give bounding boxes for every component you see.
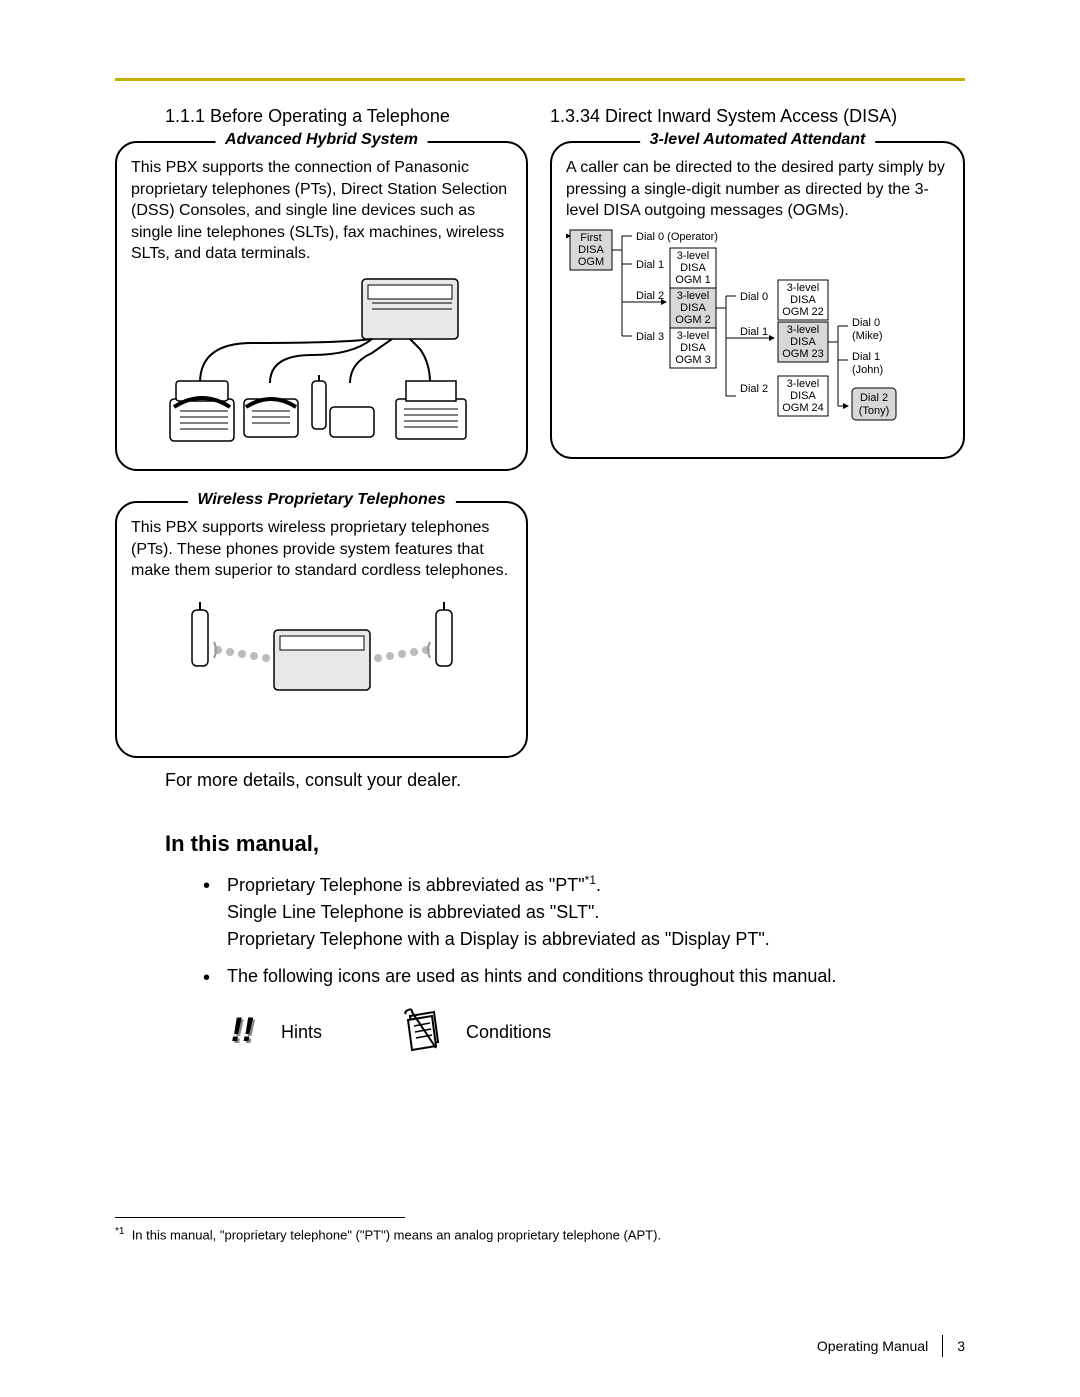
feature-box-disa: 3-level Automated Attendant A caller can…	[550, 141, 965, 459]
svg-text:OGM 1: OGM 1	[675, 274, 710, 286]
bullet-icons: The following icons are used as hints an…	[203, 963, 965, 990]
svg-text:(Mike): (Mike)	[852, 330, 883, 342]
bullet-abbreviations: Proprietary Telephone is abbreviated as …	[203, 871, 965, 953]
svg-text:First: First	[580, 232, 601, 244]
svg-text:OGM: OGM	[578, 256, 604, 268]
footer-divider	[942, 1335, 943, 1357]
feature-box-wireless: Wireless Proprietary Telephones This PBX…	[115, 501, 528, 758]
svg-text:OGM 22: OGM 22	[782, 306, 824, 318]
svg-text:Dial 2: Dial 2	[636, 290, 664, 302]
svg-text:Dial 2: Dial 2	[740, 383, 768, 395]
svg-text:OGM 23: OGM 23	[782, 348, 824, 360]
svg-text:DISA: DISA	[790, 294, 816, 306]
feature-body-hybrid: This PBX supports the connection of Pana…	[131, 157, 512, 265]
svg-text:!!: !!	[231, 1011, 254, 1049]
svg-text:DISA: DISA	[790, 390, 816, 402]
svg-text:3-level: 3-level	[677, 250, 709, 262]
svg-text:Dial 1: Dial 1	[740, 326, 768, 338]
svg-text:Dial 1: Dial 1	[636, 259, 664, 271]
svg-text:DISA: DISA	[680, 302, 706, 314]
conditions-label: Conditions	[466, 1022, 551, 1043]
page-content: 1.1.1 Before Operating a Telephone Advan…	[115, 78, 965, 1242]
footnote: *1 In this manual, "proprietary telephon…	[115, 1226, 965, 1242]
svg-text:OGM 2: OGM 2	[675, 314, 710, 326]
svg-text:OGM 3: OGM 3	[675, 354, 710, 366]
section-heading-left: 1.1.1 Before Operating a Telephone	[165, 106, 528, 127]
right-column: 1.3.34 Direct Inward System Access (DISA…	[550, 106, 965, 791]
svg-text:3-level: 3-level	[677, 330, 709, 342]
feature-body-wireless: This PBX supports wireless proprietary t…	[131, 517, 512, 582]
in-this-manual: In this manual, Proprietary Telephone is…	[165, 831, 965, 1057]
footer-label: Operating Manual	[817, 1338, 928, 1354]
illustration-wireless	[131, 590, 512, 740]
page-footer: Operating Manual 3	[817, 1335, 965, 1357]
svg-text:DISA: DISA	[680, 262, 706, 274]
svg-text:(Tony): (Tony)	[859, 405, 890, 417]
hints-label: Hints	[281, 1022, 322, 1043]
conditions-icon	[402, 1008, 446, 1057]
svg-text:3-level: 3-level	[677, 290, 709, 302]
svg-text:Dial 0: Dial 0	[740, 291, 768, 303]
svg-text:Dial 0: Dial 0	[852, 317, 880, 329]
more-details: For more details, consult your dealer.	[165, 770, 528, 791]
feature-title-disa: 3-level Automated Attendant	[640, 131, 876, 149]
feature-title-hybrid: Advanced Hybrid System	[215, 131, 428, 149]
section-heading-right: 1.3.34 Direct Inward System Access (DISA…	[550, 106, 965, 127]
svg-text:Dial 3: Dial 3	[636, 331, 664, 343]
svg-text:3-level: 3-level	[787, 378, 819, 390]
svg-text:3-level: 3-level	[787, 324, 819, 336]
footnote-rule	[115, 1217, 405, 1218]
svg-text:DISA: DISA	[790, 336, 816, 348]
feature-title-wireless: Wireless Proprietary Telephones	[187, 491, 455, 509]
svg-text:DISA: DISA	[680, 342, 706, 354]
feature-box-hybrid: Advanced Hybrid System This PBX supports…	[115, 141, 528, 471]
svg-text:DISA: DISA	[578, 244, 604, 256]
svg-text:Dial 0 (Operator): Dial 0 (Operator)	[636, 231, 718, 243]
illustration-hybrid	[131, 273, 512, 453]
manual-heading: In this manual,	[165, 831, 965, 857]
feature-body-disa: A caller can be directed to the desired …	[566, 157, 949, 222]
svg-text:3-level: 3-level	[787, 282, 819, 294]
svg-text:Dial 2: Dial 2	[860, 392, 888, 404]
page-number: 3	[957, 1338, 965, 1354]
svg-text:OGM 24: OGM 24	[782, 402, 824, 414]
svg-text:Dial 1: Dial 1	[852, 351, 880, 363]
svg-text:(John): (John)	[852, 364, 883, 376]
left-column: 1.1.1 Before Operating a Telephone Advan…	[115, 106, 528, 791]
hints-icon: !! !! !!	[227, 1009, 261, 1056]
disa-diagram: First DISA OGM Dial 0 (Operator) Dial 1	[566, 222, 949, 441]
